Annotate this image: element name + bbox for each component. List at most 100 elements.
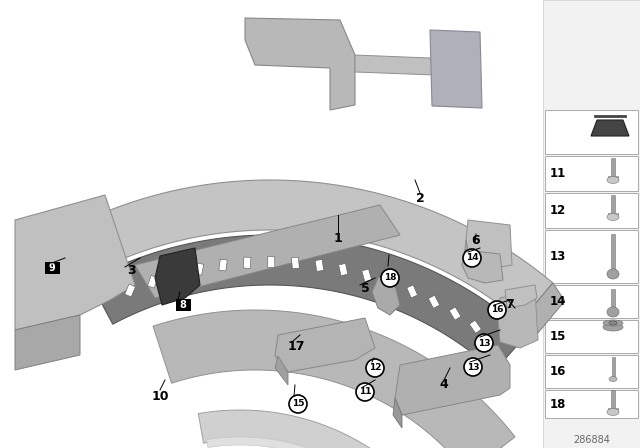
FancyBboxPatch shape [608,176,618,179]
Polygon shape [135,205,400,298]
FancyBboxPatch shape [611,390,615,408]
Circle shape [464,358,482,376]
FancyBboxPatch shape [545,355,638,388]
FancyBboxPatch shape [545,390,638,418]
Text: 11: 11 [359,388,371,396]
FancyBboxPatch shape [543,0,640,448]
Text: 9: 9 [49,263,56,273]
Text: 13: 13 [467,362,479,371]
Polygon shape [84,180,553,321]
Polygon shape [155,248,200,305]
Polygon shape [469,320,481,333]
FancyBboxPatch shape [545,230,638,283]
Text: 15: 15 [550,330,566,343]
Ellipse shape [607,214,619,220]
Polygon shape [125,284,136,297]
Polygon shape [464,240,470,278]
FancyBboxPatch shape [545,156,638,191]
Ellipse shape [607,307,619,317]
Circle shape [386,271,394,279]
Circle shape [289,395,307,413]
Polygon shape [268,257,275,267]
Polygon shape [243,257,251,268]
FancyBboxPatch shape [545,320,638,353]
Polygon shape [315,259,324,271]
Polygon shape [153,310,515,448]
Polygon shape [395,345,510,415]
Polygon shape [462,250,503,283]
Text: 15: 15 [292,400,304,409]
Polygon shape [407,285,417,298]
Ellipse shape [607,269,619,279]
Text: 11: 11 [550,167,566,180]
Polygon shape [521,283,565,339]
Text: 5: 5 [360,281,369,294]
Polygon shape [430,30,482,108]
Text: 17: 17 [287,340,305,353]
Text: 4: 4 [440,379,449,392]
Ellipse shape [603,320,623,326]
FancyBboxPatch shape [611,357,614,377]
Text: 2: 2 [415,191,424,204]
Polygon shape [428,295,440,308]
Circle shape [374,363,382,371]
Circle shape [475,334,493,352]
Polygon shape [207,437,412,448]
FancyBboxPatch shape [611,195,615,213]
Polygon shape [466,220,512,268]
FancyBboxPatch shape [175,299,191,311]
Text: 6: 6 [472,233,480,246]
Polygon shape [385,276,395,289]
Text: 286884: 286884 [573,435,610,445]
Ellipse shape [603,323,623,331]
Text: 8: 8 [180,300,186,310]
Polygon shape [275,356,288,385]
FancyBboxPatch shape [545,285,638,318]
Text: 16: 16 [491,306,503,314]
Text: 16: 16 [550,365,566,378]
Circle shape [488,301,506,319]
Polygon shape [275,318,375,372]
FancyBboxPatch shape [611,234,615,269]
Text: 14: 14 [550,295,566,308]
Polygon shape [198,410,436,448]
Text: 12: 12 [369,363,381,372]
Polygon shape [195,263,204,275]
Text: 13: 13 [550,250,566,263]
FancyBboxPatch shape [45,262,60,274]
Polygon shape [505,285,537,308]
Text: 7: 7 [504,298,513,311]
FancyBboxPatch shape [545,110,638,154]
Polygon shape [372,272,400,315]
Ellipse shape [607,177,619,184]
Polygon shape [591,120,629,136]
Polygon shape [171,268,180,281]
FancyBboxPatch shape [611,158,615,176]
Text: 14: 14 [466,254,478,263]
Polygon shape [15,315,80,370]
Circle shape [366,359,384,377]
Text: 18: 18 [550,397,566,410]
Ellipse shape [607,409,619,415]
Circle shape [381,269,399,287]
Text: 3: 3 [128,263,136,276]
FancyBboxPatch shape [608,408,618,411]
Circle shape [463,249,481,267]
Polygon shape [219,259,227,271]
Text: 10: 10 [151,389,169,402]
Ellipse shape [609,376,617,382]
Circle shape [356,383,374,401]
Text: 13: 13 [477,339,490,348]
Polygon shape [291,257,300,269]
Polygon shape [449,307,461,320]
Polygon shape [355,55,435,75]
Polygon shape [15,195,135,330]
Text: 18: 18 [384,273,396,283]
Polygon shape [89,235,527,371]
Polygon shape [148,276,158,288]
FancyBboxPatch shape [611,289,615,307]
Polygon shape [362,269,372,281]
Polygon shape [393,398,402,428]
Text: 1: 1 [333,232,342,245]
Text: 12: 12 [550,204,566,217]
